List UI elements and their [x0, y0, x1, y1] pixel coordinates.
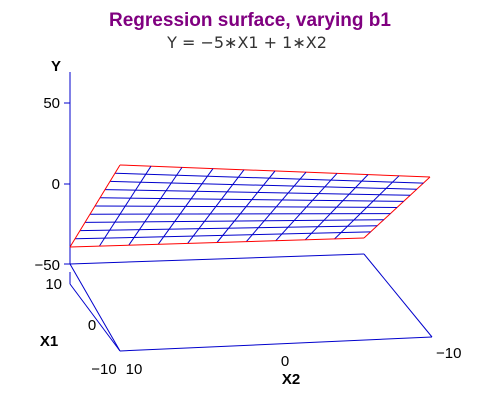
surface-mesh	[69, 164, 431, 248]
x2-tick-label: 0	[281, 353, 289, 370]
x1-tick-label: 0	[88, 317, 96, 334]
surface-gridline-x1	[79, 225, 378, 232]
chart-title: Regression surface, varying b1	[109, 10, 391, 31]
surface-gridline-x2	[157, 168, 214, 245]
surface-gridline-x2	[69, 164, 121, 248]
x1-axis-label: X1	[40, 333, 58, 350]
x2-axis-label: X2	[282, 371, 300, 388]
base-edge	[119, 336, 433, 352]
x1-axis-line	[69, 283, 121, 352]
y-tick-label: 0	[52, 176, 60, 193]
base-edge	[69, 263, 121, 352]
base-plane	[69, 253, 433, 352]
surface-gridline-x2	[187, 169, 245, 244]
x2-tick-label: 10	[126, 361, 143, 378]
chart-subtitle: Y = −5∗X1 + 1∗X2	[166, 33, 327, 52]
x1-tick-label: 10	[45, 276, 62, 293]
surface-gridline-x2	[216, 170, 276, 243]
surface-gridline-x1	[74, 231, 371, 240]
surface-gridline-x1	[89, 213, 391, 215]
surface-gridline-x2	[98, 165, 152, 247]
y-tick-label: −50	[35, 257, 60, 274]
surface-gridline-x1	[84, 219, 384, 223]
y-axis-label: Y	[51, 58, 61, 75]
surface-gridline-x1	[69, 237, 365, 248]
base-edge	[69, 253, 365, 265]
base-edge	[363, 253, 433, 338]
surface-gridline-x2	[128, 167, 183, 246]
x2-tick-label: −10	[436, 345, 461, 362]
y-tick-label: 50	[43, 95, 60, 112]
x1-tick-label: −10	[91, 361, 116, 378]
